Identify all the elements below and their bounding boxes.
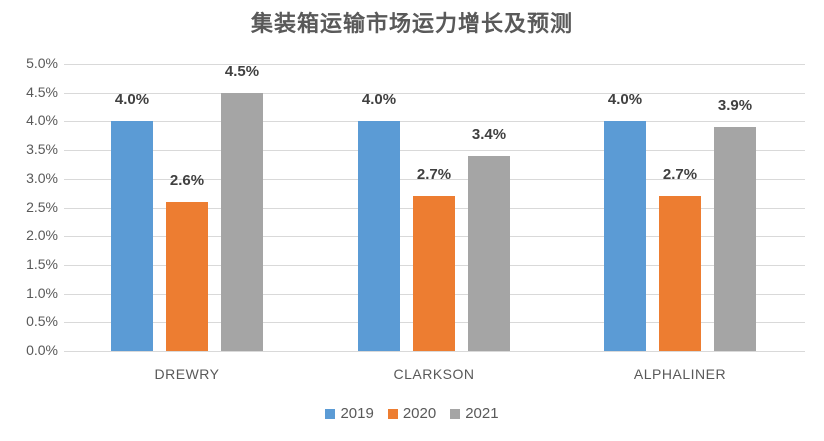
bar-alphaliner-2021: [714, 127, 756, 351]
y-tick-label: 2.5%: [26, 198, 58, 215]
gridline: [64, 121, 805, 123]
y-tick-label: 4.0%: [26, 112, 58, 129]
y-tick-label: 0.0%: [26, 342, 58, 358]
legend: 2019 2020 2021: [0, 405, 824, 422]
plot-area: 4.0% 2.6% 4.5% 4.0% 2.7% 3.4% 4.0% 2.7% 3.9%: [64, 62, 805, 352]
legend-label: 2019: [340, 405, 374, 422]
gridline: [64, 178, 805, 180]
gridline: [64, 92, 805, 94]
legend-swatch-icon: [450, 408, 461, 419]
data-label: 4.5%: [224, 62, 260, 80]
y-tick-label: 5.0%: [26, 55, 58, 71]
gridline: [64, 150, 805, 152]
y-tick-label: 0.5%: [26, 313, 58, 330]
data-label: 2.7%: [662, 166, 698, 184]
gridline: [64, 64, 805, 65]
y-tick-label: 3.0%: [26, 169, 58, 186]
legend-swatch-icon: [387, 408, 398, 419]
legend-item-2019: 2019: [325, 405, 374, 422]
data-label: 3.4%: [471, 125, 507, 143]
legend-item-2021: 2021: [450, 405, 499, 422]
chart-title: 集装箱运输市场运力增长及预测: [250, 12, 573, 37]
gridline: [64, 351, 805, 352]
bar-clarkson-2021: [468, 155, 510, 351]
legend-label: 2021: [465, 405, 499, 422]
bar-drewry-2019: [111, 121, 153, 351]
data-label: 4.0%: [607, 91, 643, 109]
y-tick-label: 2.0%: [26, 227, 58, 244]
bar-clarkson-2020: [413, 196, 455, 351]
x-tick-label: ALPHALINER: [633, 366, 727, 382]
legend-label: 2020: [402, 405, 437, 422]
bar-drewry-2021: [221, 92, 263, 351]
x-tick-label: CLARKSON: [393, 366, 475, 382]
y-tick-label: 4.5%: [26, 83, 58, 100]
y-tick-label: 1.5%: [26, 255, 58, 272]
data-label: 4.0%: [361, 91, 397, 109]
bar-drewry-2020: [166, 201, 208, 351]
bar-clarkson-2019: [358, 121, 400, 351]
x-tick-label: DREWRY: [154, 366, 220, 382]
bar-alphaliner-2019: [604, 121, 646, 351]
y-tick-label: 1.0%: [26, 284, 58, 301]
data-label: 2.6%: [169, 171, 205, 189]
y-tick-label: 3.5%: [26, 141, 58, 158]
data-label: 4.0%: [114, 91, 150, 109]
data-label: 2.7%: [416, 166, 452, 184]
bar-alphaliner-2020: [659, 196, 701, 351]
legend-item-2020: 2020: [387, 405, 437, 422]
legend-swatch-icon: [325, 408, 336, 419]
data-label: 3.9%: [717, 97, 753, 115]
